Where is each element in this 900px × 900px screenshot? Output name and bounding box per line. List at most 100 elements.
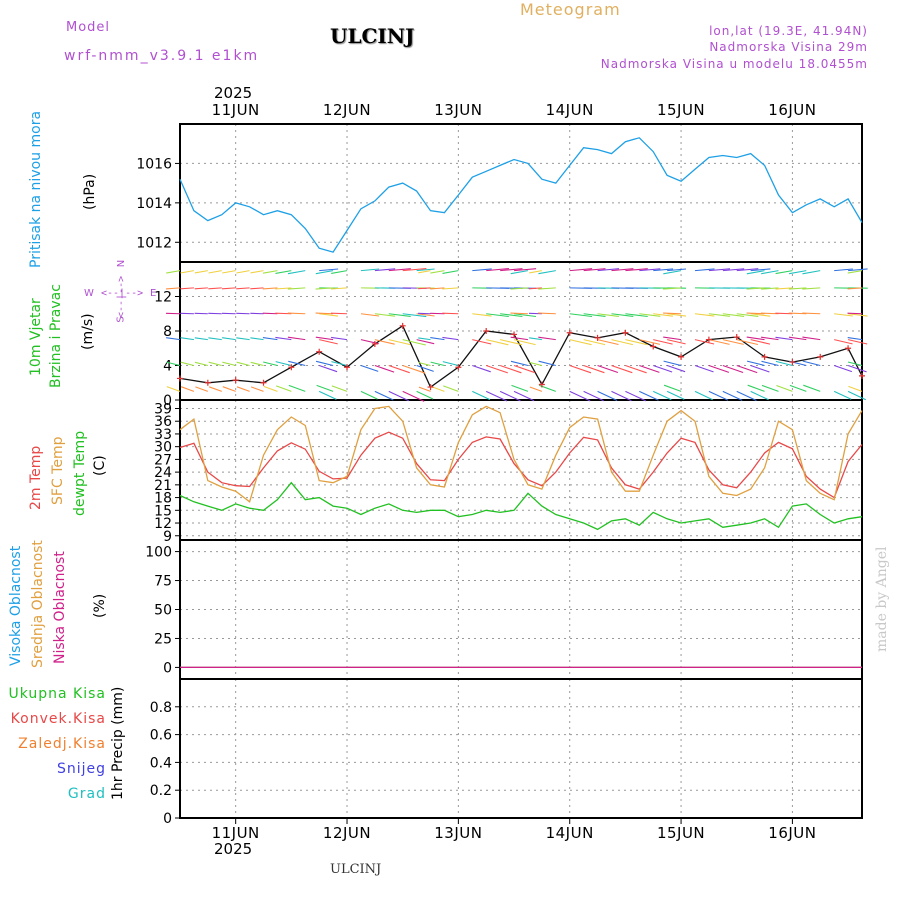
model-label: Model <box>66 20 111 35</box>
wind-arrow <box>653 364 673 373</box>
wind-arrow <box>208 386 222 392</box>
temperature-ytick-label: 15 <box>154 503 172 519</box>
wind-arrow <box>708 268 731 272</box>
wind-speed-marker <box>817 353 824 360</box>
wind-arrow <box>611 364 633 374</box>
wind-arrow <box>802 287 821 290</box>
wind-arrow <box>486 268 509 272</box>
temperature-series-line <box>179 405 863 503</box>
wind-arrow <box>529 361 543 367</box>
wind-arrow <box>180 386 195 392</box>
wind-arrow <box>287 287 306 290</box>
wind-arrow <box>611 390 632 402</box>
wind-arrow <box>722 390 743 401</box>
wind-arrow <box>222 337 236 341</box>
wind-arrow <box>736 268 759 272</box>
wind-arrow <box>625 390 647 402</box>
wind-arrow <box>360 313 380 317</box>
wind-arrow <box>315 287 334 290</box>
cloud-ytick-label: 75 <box>154 574 172 590</box>
wind-arrow <box>262 270 278 274</box>
wind-arrow <box>694 268 715 272</box>
wind-arrow <box>331 336 348 341</box>
wind-arrow <box>611 313 634 317</box>
wind-arrow <box>499 390 521 402</box>
wind-arrow <box>569 364 592 374</box>
wind-speed-marker <box>344 364 351 371</box>
wind-arrow <box>652 390 672 401</box>
wind-arrow <box>847 287 863 290</box>
wind-arrow <box>287 336 306 341</box>
wind-arrow <box>583 268 606 272</box>
wind-arrow <box>750 268 771 272</box>
wind-arrow <box>597 268 620 272</box>
wind-arrow <box>569 268 593 272</box>
wind-arrow <box>639 364 660 373</box>
pressure-ytick-label: 1012 <box>136 235 172 251</box>
wind-arrow <box>625 313 648 318</box>
wind-arrow <box>402 339 426 346</box>
wind-arrow <box>802 360 821 367</box>
wind-arrow <box>166 386 181 392</box>
wind-arrow <box>639 313 661 317</box>
temperature-ytick-label: 24 <box>154 465 172 481</box>
temperature-ytick-label: 21 <box>154 478 172 494</box>
wind-arrow <box>275 361 292 367</box>
wind-arrow <box>511 384 529 392</box>
wind-arrow <box>722 339 744 345</box>
wind-arrow <box>789 270 807 275</box>
wind-arrow <box>538 312 556 315</box>
wind-arrow <box>236 361 250 367</box>
wind-arrow <box>165 287 181 290</box>
wind-speed-marker <box>455 364 462 371</box>
wind-arrow <box>500 268 523 272</box>
wind-arrow <box>746 287 765 290</box>
wind-arrow <box>330 312 348 315</box>
wind-arrow <box>847 339 868 345</box>
wind-dir-ew-arrow: <--|--> <box>101 288 144 299</box>
cloud-ytick-label: 0 <box>163 660 172 676</box>
wind-arrow <box>472 390 491 401</box>
temperature-ytick-label: 30 <box>154 440 172 456</box>
wind-speed-marker <box>427 384 434 391</box>
wind-arrow <box>430 287 445 290</box>
cloud-ytick-label: 25 <box>154 631 172 647</box>
wind-arrow <box>528 287 542 290</box>
wind-arrow <box>663 287 682 290</box>
model-altitude-label: Nadmorska Visina u modelu 18.0455m <box>600 57 868 71</box>
wind-arrow <box>848 313 868 317</box>
x-tick-label-top: 11JUN <box>212 101 260 119</box>
wind-arrow <box>761 384 779 392</box>
temperature-ytick-label: 33 <box>154 427 172 443</box>
wind-arrow <box>666 364 686 373</box>
wind-arrow <box>472 313 492 317</box>
wind-arrow <box>236 337 250 341</box>
wind-arrow <box>847 390 867 401</box>
wind-arrow <box>222 270 236 274</box>
temperature-ytick-label: 12 <box>154 516 172 532</box>
wind-arrow <box>430 337 445 341</box>
wind-arrow <box>331 361 348 367</box>
wind-arrow <box>775 336 793 341</box>
wind-arrow <box>750 390 769 401</box>
wind-arrow <box>319 268 339 272</box>
temperature-ytick-label: 27 <box>154 452 172 468</box>
wind-arrow <box>318 390 337 400</box>
wind-arrow <box>221 287 236 290</box>
precipitation-panel-frame <box>179 678 863 819</box>
wind-arrow <box>583 364 605 374</box>
wind-arrow <box>569 339 592 346</box>
wind-ytick-label: 12 <box>154 290 172 306</box>
wind-arrow <box>222 361 236 367</box>
wind-arrow <box>722 313 745 317</box>
wind-speed-marker <box>288 364 295 371</box>
wind-arrow <box>287 312 306 315</box>
wind-arrow <box>430 270 445 274</box>
wind-speed-marker <box>511 331 518 338</box>
wind-arrow <box>166 337 181 341</box>
wind-arrow <box>472 364 491 373</box>
wind-arrow <box>639 339 661 345</box>
wind-arrow <box>316 384 334 392</box>
wind-arrow <box>788 287 807 290</box>
wind-arrow <box>442 287 459 290</box>
